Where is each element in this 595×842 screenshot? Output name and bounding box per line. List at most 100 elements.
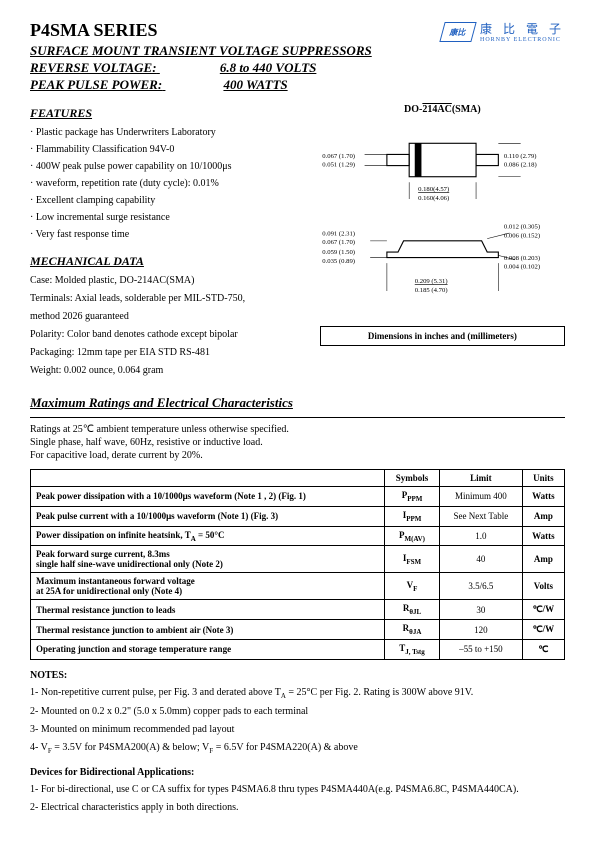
logo-block: 康比 康 比 電 子 HORNBY ELECTRONIC [442,20,565,43]
package-side-view: 0.091 (2.31) 0.067 (1.70) 0.059 (1.50) 0… [320,213,565,313]
device-line: 2- Electrical characteristics apply in b… [30,800,565,815]
notes-block: 1- Non-repetitive current pulse, per Fig… [30,685,565,757]
device-line: 1- For bi-directional, use C or CA suffi… [30,782,565,797]
pkg-ol: 214AC [422,104,451,115]
subtitle: SURFACE MOUNT TRANSIENT VOLTAGE SUPPRESS… [30,43,442,59]
dim-e2: 0.035 (0.89) [322,258,355,265]
header-left: P4SMA SERIES SURFACE MOUNT TRANSIENT VOL… [30,20,442,59]
mech-line: Terminals: Axial leads, solderable per M… [30,291,300,307]
cell-param: Thermal resistance junction to leads [31,600,385,620]
cell-symbol: RθJA [385,620,440,640]
cell-units: ℃/W [522,620,564,640]
dim-d: 0.091 (2.31) [322,230,355,237]
feature-item: Low incremental surge resistance [30,210,300,225]
feature-item: Plastic package has Underwriters Laborat… [30,125,300,140]
intro-line: For capacitive load, derate current by 2… [30,450,565,461]
table-row: Peak power dissipation with a 10/1000μs … [31,487,565,507]
mech-line: Case: Molded plastic, DO-214AC(SMA) [30,273,300,289]
th-param [31,470,385,487]
th-units: Units [522,470,564,487]
cell-param: Operating junction and storage temperatu… [31,639,385,659]
mech-title: MECHANICAL DATA [30,254,300,269]
features-title: FEATURES [30,106,300,121]
max-intro: Ratings at 25℃ ambient temperature unles… [30,424,565,461]
note-line: 3- Mounted on minimum recommended pad la… [30,722,565,737]
dimensions-note: Dimensions in inches and (millimeters) [320,326,565,346]
dim-a: 0.067 (1.70) [322,153,355,160]
devices-title: Devices for Bidirectional Applications: [30,767,565,778]
cell-limit: –55 to +150 [439,639,522,659]
cell-param: Power dissipation on infinite heatsink, … [31,526,385,546]
reverse-value: 6.8 to 440 VOLTS [220,60,317,76]
cell-limit: 1.0 [439,526,522,546]
logo-text-wrap: 康 比 電 子 HORNBY ELECTRONIC [480,20,565,43]
dim-a2: 0.051 (1.29) [322,162,355,169]
cell-param: Peak power dissipation with a 10/1000μs … [31,487,385,507]
ratings-table: Symbols Limit Units Peak power dissipati… [30,469,565,660]
table-row: Thermal resistance junction to ambient a… [31,620,565,640]
divider [30,417,565,418]
table-row: Thermal resistance junction to leadsRθJL… [31,600,565,620]
cell-symbol: PM(AV) [385,526,440,546]
dim-e: 0.059 (1.50) [322,249,355,256]
pkg-prefix: DO- [404,104,422,115]
power-value: 400 WATTS [223,77,287,93]
cell-symbol: PPPM [385,487,440,507]
upper-two-col: FEATURES Plastic package has Underwriter… [30,94,565,381]
dim-d2: 0.067 (1.70) [322,239,355,246]
note-line: 4- VF = 3.5V for P4SMA200(A) & below; VF… [30,740,565,757]
cell-limit: 120 [439,620,522,640]
cell-units: Amp [522,506,564,526]
logo-icon: 康比 [439,22,476,42]
cell-param: Thermal resistance junction to ambient a… [31,620,385,640]
feature-item: Excellent clamping capability [30,193,300,208]
note-line: 2- Mounted on 0.2 x 0.2" (5.0 x 5.0mm) c… [30,704,565,719]
cell-param: Peak forward surge current, 8.3mssingle … [31,546,385,573]
feature-item: waveform, repetition rate (duty cycle): … [30,176,300,191]
cell-units: ℃ [522,639,564,659]
cell-symbol: TJ, Tstg [385,639,440,659]
cell-units: ℃/W [522,600,564,620]
th-symbols: Symbols [385,470,440,487]
dim-f: 0.012 (0.305) [504,224,540,231]
mech-line: method 2026 guaranteed [30,309,300,325]
features-list: Plastic package has Underwriters Laborat… [30,125,300,242]
cell-units: Amp [522,546,564,573]
feature-item: Flammability Classification 94V-0 [30,142,300,157]
cell-limit: 30 [439,600,522,620]
logo-text: 康 比 電 子 [480,20,565,37]
mech-line: Weight: 0.002 ounce, 0.064 gram [30,363,300,379]
col-left: FEATURES Plastic package has Underwriter… [30,94,300,381]
cell-limit: Minimum 400 [439,487,522,507]
cell-units: Watts [522,526,564,546]
table-row: Peak forward surge current, 8.3mssingle … [31,546,565,573]
dim-b2: 0.086 (2.18) [504,162,537,169]
series-title: P4SMA SERIES [30,20,442,41]
feature-item: Very fast response time [30,227,300,242]
note-line: 1- Non-repetitive current pulse, per Fig… [30,685,565,702]
table-row: Maximum instantaneous forward voltageat … [31,573,565,600]
intro-line: Single phase, half wave, 60Hz, resistive… [30,437,565,448]
mech-block: Case: Molded plastic, DO-214AC(SMA) Term… [30,273,300,379]
cell-symbol: RθJL [385,600,440,620]
mech-line: Polarity: Color band denotes cathode exc… [30,327,300,343]
peak-power-line: PEAK PULSE POWER: 400 WATTS [30,77,565,93]
reverse-label: REVERSE VOLTAGE: [30,60,157,75]
dim-c: 0.180(4.57) [418,186,449,193]
mech-line: Packaging: 12mm tape per EIA STD RS-481 [30,345,300,361]
logo-sub: HORNBY ELECTRONIC [480,37,565,43]
max-ratings-title: Maximum Ratings and Electrical Character… [30,395,565,411]
notes-title: NOTES: [30,670,565,681]
pkg-suffix: (SMA) [452,104,481,115]
package-top-view: 0.067 (1.70) 0.051 (1.29) 0.110 (2.79) 0… [320,121,565,210]
dim-g: 0.008 (0.203) [504,255,540,262]
feature-item: 400W peak pulse power capability on 10/1… [30,159,300,174]
dim-b: 0.110 (2.79) [504,153,537,160]
cell-limit: 40 [439,546,522,573]
th-limit: Limit [439,470,522,487]
cell-symbol: VF [385,573,440,600]
cell-symbol: IPPM [385,506,440,526]
dim-c2: 0.160(4.06) [418,195,449,202]
table-row: Power dissipation on infinite heatsink, … [31,526,565,546]
dim-g2: 0.004 (0.102) [504,264,540,271]
